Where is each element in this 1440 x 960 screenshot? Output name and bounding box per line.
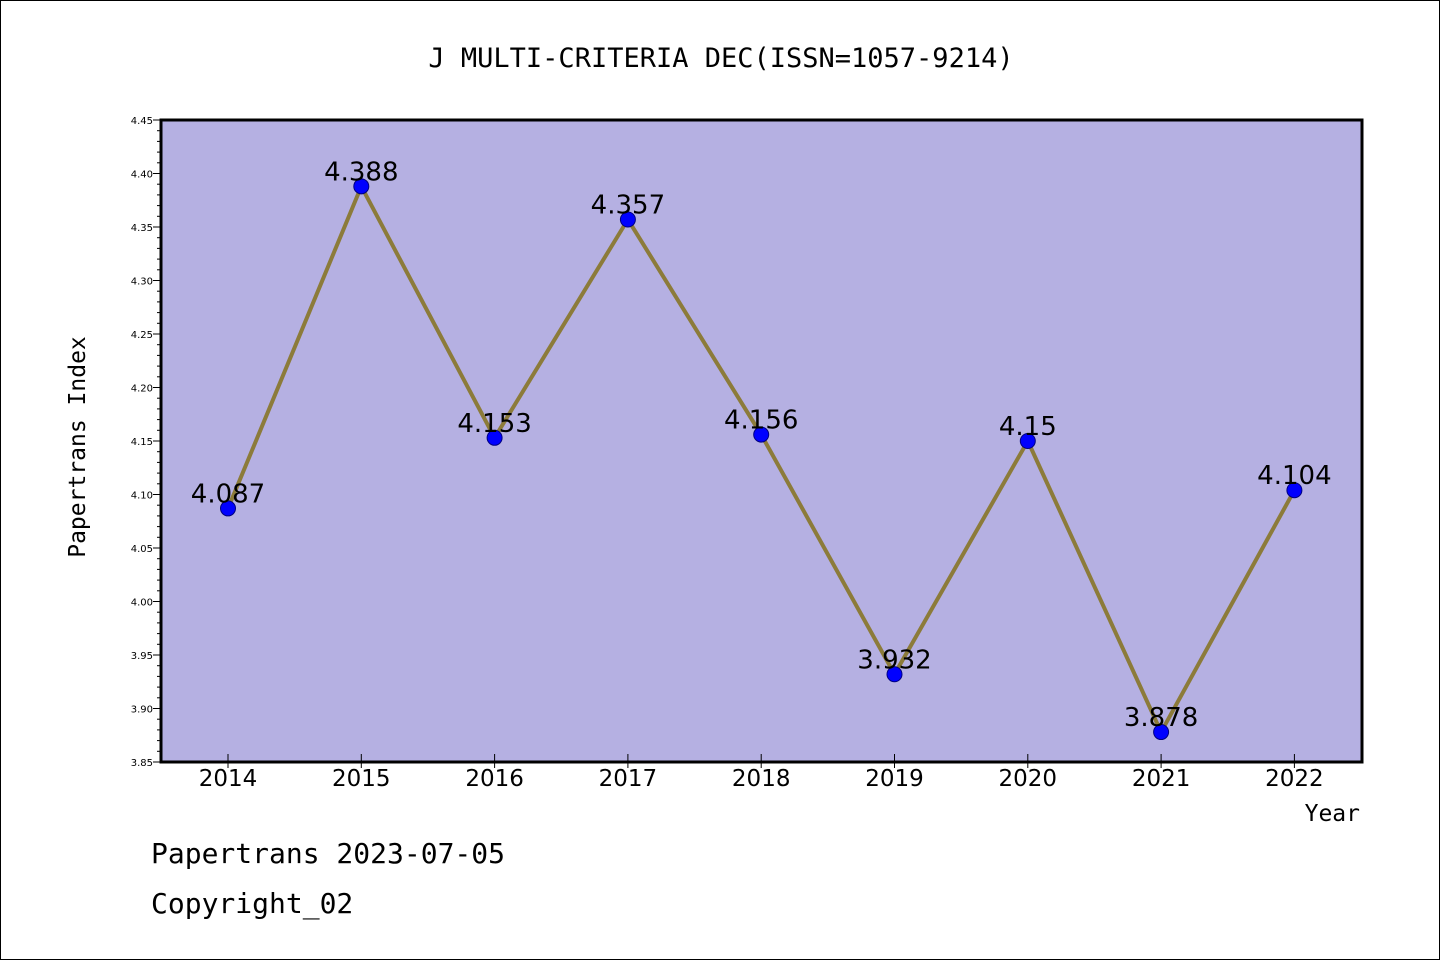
x-tick-label: 2015 — [332, 766, 391, 792]
y-tick-label: 3.95 — [131, 651, 153, 662]
data-point-2018 — [753, 426, 770, 443]
data-label-2022: 4.104 — [1257, 461, 1331, 491]
y-tick-label: 4.05 — [131, 544, 153, 555]
y-axis: 3.85 3.90 3.95 4.00 4.05 4.10 4.15 4.20 4.25 4.30… — [131, 116, 161, 769]
y-tick-label: 4.00 — [131, 598, 153, 609]
y-tick-label: 4.15 — [131, 437, 153, 448]
x-axis: 2014 2015 2016 2017 2018 2019 2020 2021 2022 — [199, 754, 1324, 792]
data-label-2014: 4.087 — [191, 479, 265, 509]
y-tick-label: 3.90 — [131, 705, 153, 716]
data-label-2017: 4.357 — [591, 191, 665, 221]
data-point-2014 — [220, 500, 236, 517]
footer-date: Papertrans 2023-07-05 — [151, 837, 506, 870]
x-tick-label: 2022 — [1265, 766, 1324, 792]
data-label-2019: 3.932 — [857, 645, 931, 675]
y-tick-label: 4.10 — [131, 491, 153, 502]
footer-copyright: Copyright_02 — [151, 887, 354, 920]
y-tick-label: 4.20 — [131, 384, 153, 395]
data-labels: 4.087 4.388 4.153 4.357 4.156 3.932 4.15 3.878 4… — [191, 157, 1332, 733]
y-axis-title: Papertrans Index — [65, 336, 91, 558]
y-tick-label: 4.45 — [131, 116, 153, 127]
data-point-2015 — [353, 178, 370, 195]
data-label-2015: 4.388 — [324, 157, 398, 187]
data-label-2016: 4.153 — [457, 409, 531, 439]
data-point-2022 — [1286, 482, 1303, 499]
x-axis-title: Year — [1305, 801, 1360, 827]
x-tick-label: 2021 — [1132, 766, 1191, 792]
x-tick-label: 2014 — [199, 766, 258, 792]
data-point-2020 — [1019, 433, 1036, 449]
x-tick-label: 2019 — [865, 766, 924, 792]
data-point-2016 — [486, 429, 503, 446]
data-markers — [220, 178, 1303, 741]
y-tick-label: 4.40 — [131, 170, 153, 181]
chart-title: J MULTI-CRITERIA DEC(ISSN=1057-9214) — [428, 43, 1013, 74]
data-label-2018: 4.156 — [724, 406, 798, 436]
data-point-2021 — [1153, 724, 1170, 741]
y-tick-label: 4.35 — [131, 223, 153, 234]
y-tick-label: 4.30 — [131, 277, 153, 288]
data-point-2019 — [886, 666, 903, 683]
x-tick-label: 2016 — [465, 766, 524, 792]
y-tick-label: 3.85 — [131, 758, 153, 769]
data-label-2021: 3.878 — [1124, 703, 1198, 733]
x-tick-label: 2017 — [599, 766, 658, 792]
data-label-2020: 4.15 — [999, 412, 1057, 442]
x-tick-label: 2020 — [999, 766, 1058, 792]
x-tick-label: 2018 — [732, 766, 791, 792]
y-tick-label: 4.25 — [131, 330, 153, 341]
data-point-2017 — [619, 211, 636, 228]
